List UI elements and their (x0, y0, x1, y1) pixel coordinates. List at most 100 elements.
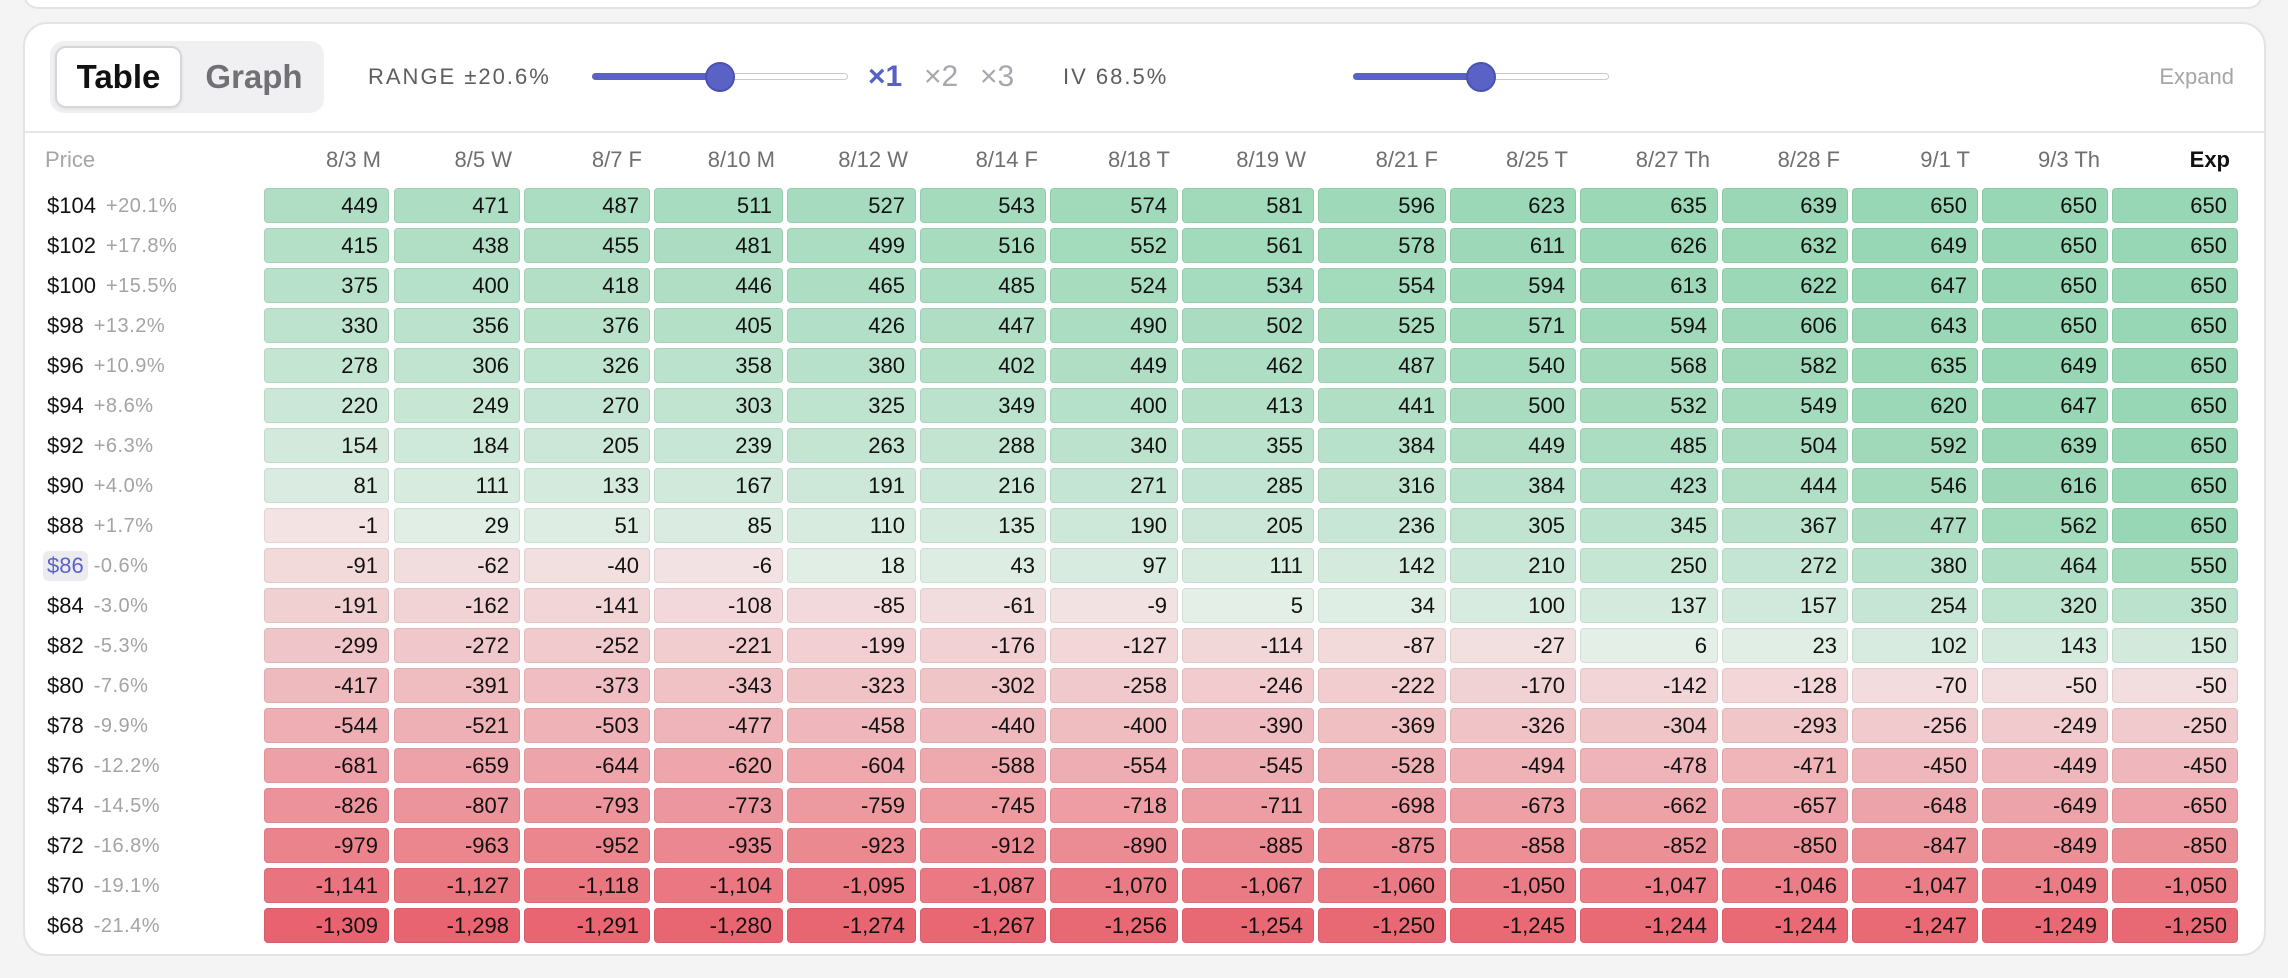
pnl-cell[interactable]: 447 (920, 308, 1046, 343)
pnl-cell[interactable]: 400 (1050, 388, 1178, 423)
pnl-cell[interactable]: -1,070 (1050, 868, 1178, 903)
pnl-cell[interactable]: -70 (1852, 668, 1978, 703)
pnl-cell[interactable]: 499 (787, 228, 916, 263)
pnl-cell[interactable]: 358 (654, 348, 783, 383)
pnl-cell[interactable]: 376 (524, 308, 650, 343)
pnl-cell[interactable]: -343 (654, 668, 783, 703)
pnl-cell[interactable]: -1,047 (1580, 868, 1718, 903)
pnl-cell[interactable]: 485 (1580, 428, 1718, 463)
pnl-cell[interactable]: 143 (1982, 628, 2108, 663)
pnl-cell[interactable]: -875 (1318, 828, 1446, 863)
pnl-cell[interactable]: -773 (654, 788, 783, 823)
pnl-cell[interactable]: -711 (1182, 788, 1314, 823)
pnl-cell[interactable]: -293 (1722, 708, 1848, 743)
pnl-cell[interactable]: 481 (654, 228, 783, 263)
pnl-cell[interactable]: -1,067 (1182, 868, 1314, 903)
pnl-cell[interactable]: 502 (1182, 308, 1314, 343)
pnl-cell[interactable]: -554 (1050, 748, 1178, 783)
pnl-cell[interactable]: -114 (1182, 628, 1314, 663)
pnl-cell[interactable]: 384 (1450, 468, 1576, 503)
pnl-cell[interactable]: 340 (1050, 428, 1178, 463)
pnl-cell[interactable]: -1,060 (1318, 868, 1446, 903)
pnl-cell[interactable]: -648 (1852, 788, 1978, 823)
pnl-cell[interactable]: 465 (787, 268, 916, 303)
pnl-cell[interactable]: 554 (1318, 268, 1446, 303)
range-slider[interactable] (592, 62, 848, 92)
pnl-cell[interactable]: 650 (1982, 268, 2108, 303)
pnl-cell[interactable]: 620 (1852, 388, 1978, 423)
pnl-cell[interactable]: -649 (1982, 788, 2108, 823)
pnl-cell[interactable]: 594 (1450, 268, 1576, 303)
pnl-cell[interactable]: 650 (2112, 228, 2238, 263)
pnl-cell[interactable]: 562 (1982, 508, 2108, 543)
pnl-cell[interactable]: 650 (2112, 188, 2238, 223)
pnl-cell[interactable]: 23 (1722, 628, 1848, 663)
pnl-cell[interactable]: 471 (394, 188, 520, 223)
pnl-cell[interactable]: -127 (1050, 628, 1178, 663)
pnl-cell[interactable]: -588 (920, 748, 1046, 783)
pnl-cell[interactable]: -759 (787, 788, 916, 823)
pnl-cell[interactable]: 650 (2112, 268, 2238, 303)
pnl-cell[interactable]: -176 (920, 628, 1046, 663)
pnl-cell[interactable]: -1,046 (1722, 868, 1848, 903)
pnl-cell[interactable]: 349 (920, 388, 1046, 423)
pnl-cell[interactable]: -91 (264, 548, 389, 583)
pnl-cell[interactable]: 110 (787, 508, 916, 543)
pnl-cell[interactable]: -304 (1580, 708, 1718, 743)
pnl-cell[interactable]: -249 (1982, 708, 2108, 743)
pnl-cell[interactable]: 592 (1852, 428, 1978, 463)
pnl-cell[interactable]: 285 (1182, 468, 1314, 503)
pnl-cell[interactable]: 375 (264, 268, 389, 303)
pnl-cell[interactable]: 400 (394, 268, 520, 303)
pnl-cell[interactable]: -6 (654, 548, 783, 583)
pnl-cell[interactable]: -1,256 (1050, 908, 1178, 943)
multiplier-x1[interactable]: ×1 (868, 60, 903, 93)
tab-graph[interactable]: Graph (205, 58, 303, 95)
pnl-cell[interactable]: 571 (1450, 308, 1576, 343)
pnl-cell[interactable]: -369 (1318, 708, 1446, 743)
pnl-cell[interactable]: 616 (1982, 468, 2108, 503)
pnl-cell[interactable]: 288 (920, 428, 1046, 463)
pnl-cell[interactable]: -850 (1722, 828, 1848, 863)
pnl-cell[interactable]: 220 (264, 388, 389, 423)
pnl-cell[interactable]: 527 (787, 188, 916, 223)
pnl-cell[interactable]: 367 (1722, 508, 1848, 543)
pnl-cell[interactable]: 355 (1182, 428, 1314, 463)
pnl-cell[interactable]: 154 (264, 428, 389, 463)
pnl-cell[interactable]: -170 (1450, 668, 1576, 703)
pnl-cell[interactable]: -458 (787, 708, 916, 743)
pnl-cell[interactable]: 500 (1450, 388, 1576, 423)
pnl-cell[interactable]: 568 (1580, 348, 1718, 383)
pnl-cell[interactable]: 5 (1182, 588, 1314, 623)
pnl-cell[interactable]: 455 (524, 228, 650, 263)
pnl-cell[interactable]: 150 (2112, 628, 2238, 663)
pnl-cell[interactable]: -1,245 (1450, 908, 1576, 943)
pnl-cell[interactable]: 540 (1450, 348, 1576, 383)
range-slider-thumb[interactable] (705, 62, 735, 92)
pnl-cell[interactable]: -852 (1580, 828, 1718, 863)
pnl-cell[interactable]: -1,267 (920, 908, 1046, 943)
pnl-cell[interactable]: 135 (920, 508, 1046, 543)
pnl-cell[interactable]: 423 (1580, 468, 1718, 503)
pnl-cell[interactable]: 402 (920, 348, 1046, 383)
pnl-cell[interactable]: -923 (787, 828, 916, 863)
pnl-cell[interactable]: 649 (1982, 348, 2108, 383)
pnl-cell[interactable]: 330 (264, 308, 389, 343)
pnl-cell[interactable]: 250 (1580, 548, 1718, 583)
pnl-cell[interactable]: 111 (394, 468, 520, 503)
pnl-cell[interactable]: -698 (1318, 788, 1446, 823)
pnl-cell[interactable]: -128 (1722, 668, 1848, 703)
pnl-cell[interactable]: 561 (1182, 228, 1314, 263)
pnl-cell[interactable]: -1,087 (920, 868, 1046, 903)
pnl-cell[interactable]: 190 (1050, 508, 1178, 543)
pnl-cell[interactable]: 594 (1580, 308, 1718, 343)
pnl-cell[interactable]: 543 (920, 188, 1046, 223)
pnl-cell[interactable]: -1,249 (1982, 908, 2108, 943)
pnl-cell[interactable]: 249 (394, 388, 520, 423)
pnl-cell[interactable]: 303 (654, 388, 783, 423)
pnl-cell[interactable]: -256 (1852, 708, 1978, 743)
pnl-cell[interactable]: 635 (1852, 348, 1978, 383)
pnl-cell[interactable]: -503 (524, 708, 650, 743)
pnl-cell[interactable]: -50 (2112, 668, 2238, 703)
pnl-cell[interactable]: -1,141 (264, 868, 389, 903)
